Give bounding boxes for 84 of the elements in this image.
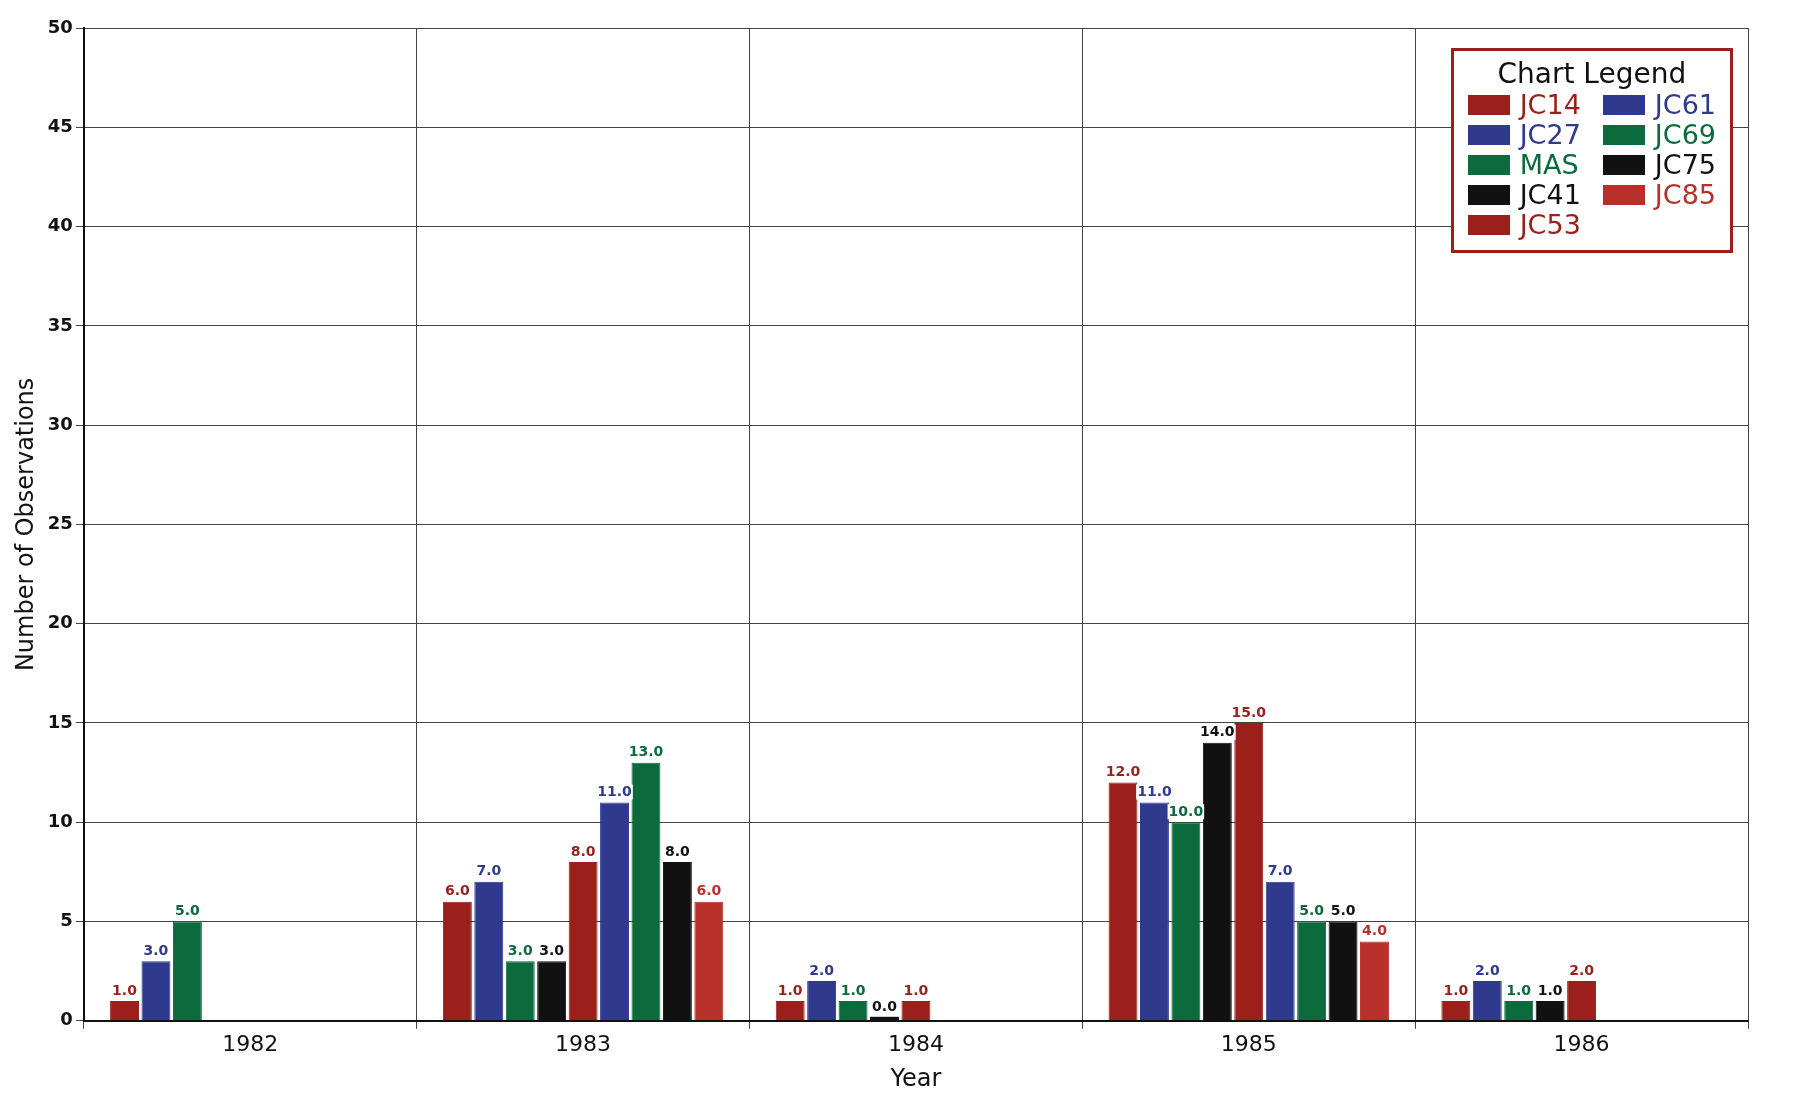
bar	[1234, 722, 1264, 1021]
bar	[442, 901, 472, 1021]
data-label: 6.0	[444, 882, 471, 899]
legend-title: Chart Legend	[1496, 57, 1688, 90]
bar	[474, 881, 504, 1021]
y-tick-label: 15	[47, 710, 73, 732]
data-label: 7.0	[476, 862, 502, 879]
y-tick-label: 25	[47, 512, 73, 534]
data-label: 1.0	[903, 981, 929, 998]
legend-label: JC69	[1654, 119, 1716, 150]
data-label: 11.0	[597, 783, 633, 800]
bar	[694, 901, 724, 1021]
data-label: 1.0	[1443, 981, 1469, 998]
data-label: 2.0	[809, 961, 835, 978]
data-label: 7.0	[1267, 862, 1293, 879]
data-label: 1.0	[840, 981, 866, 998]
bar	[1360, 941, 1389, 1021]
bar	[1504, 1000, 1534, 1021]
bar	[141, 961, 171, 1021]
y-tick-label: 40	[47, 214, 73, 236]
bar	[172, 921, 202, 1021]
data-label: 1.0	[1537, 981, 1563, 998]
data-label: 1.0	[112, 981, 138, 998]
legend-label: JC61	[1654, 89, 1716, 120]
data-label: 8.0	[570, 842, 596, 859]
bar	[1441, 1000, 1471, 1021]
data-label: 3.0	[507, 941, 533, 958]
data-label: 15.0	[1231, 703, 1267, 720]
data-label: 5.0	[1299, 902, 1325, 919]
bar	[807, 981, 837, 1021]
data-label: 6.0	[696, 882, 722, 899]
bar	[1108, 782, 1138, 1021]
bar	[901, 1000, 931, 1021]
legend-label: JC14	[1519, 89, 1581, 120]
y-tick-label: 30	[47, 412, 73, 434]
y-tick-label: 10	[47, 809, 73, 831]
data-label: 1.0	[1506, 981, 1532, 998]
legend-label: JC41	[1519, 179, 1581, 210]
bar	[1567, 981, 1597, 1021]
bar	[1265, 881, 1295, 1021]
x-tick-label: 1985	[1220, 1030, 1277, 1056]
bar	[1139, 802, 1169, 1021]
bar	[838, 1000, 868, 1021]
y-tick-label: 45	[47, 114, 73, 136]
data-label: 14.0	[1200, 723, 1235, 740]
data-label: 11.0	[1137, 783, 1172, 800]
bar	[568, 861, 598, 1021]
legend-label: JC85	[1654, 179, 1716, 210]
x-tick-label: 1984	[887, 1030, 944, 1056]
data-label: 4.0	[1362, 922, 1388, 939]
x-tick-label: 1983	[555, 1030, 612, 1056]
bar	[505, 961, 535, 1021]
data-label: 2.0	[1474, 961, 1500, 978]
data-label: 5.0	[1330, 902, 1356, 919]
data-label: 3.0	[539, 941, 565, 958]
data-label: 8.0	[664, 842, 691, 859]
bar	[1171, 822, 1201, 1021]
data-label: 3.0	[143, 941, 169, 958]
bar	[631, 762, 661, 1021]
bar	[110, 1000, 139, 1021]
data-label: 2.0	[1569, 961, 1595, 978]
legend-label: JC27	[1519, 119, 1581, 150]
y-tick-label: 5	[60, 909, 73, 931]
bar	[775, 1000, 805, 1021]
bar	[1472, 981, 1502, 1021]
data-label: 1.0	[777, 981, 803, 998]
data-label: 5.0	[174, 902, 201, 919]
y-tick-label: 20	[47, 611, 73, 633]
legend-label: MAS	[1519, 149, 1579, 180]
x-tick-label: 1982	[222, 1030, 279, 1056]
bar	[600, 802, 629, 1021]
y-tick-label: 0	[60, 1008, 73, 1030]
data-label: 10.0	[1168, 802, 1204, 819]
data-label: 12.0	[1105, 763, 1141, 780]
legend-label: JC75	[1654, 149, 1716, 180]
legend-label: JC53	[1519, 209, 1581, 240]
x-axis-title: Year	[889, 1063, 942, 1092]
data-label: 0.0	[872, 998, 898, 1015]
data-label: 13.0	[628, 743, 664, 760]
y-tick-label: 50	[47, 15, 73, 37]
bar	[1297, 921, 1327, 1021]
x-tick-label: 1986	[1553, 1030, 1610, 1056]
y-tick-label: 35	[47, 313, 73, 335]
y-axis-title: Number of Observations	[10, 377, 39, 672]
